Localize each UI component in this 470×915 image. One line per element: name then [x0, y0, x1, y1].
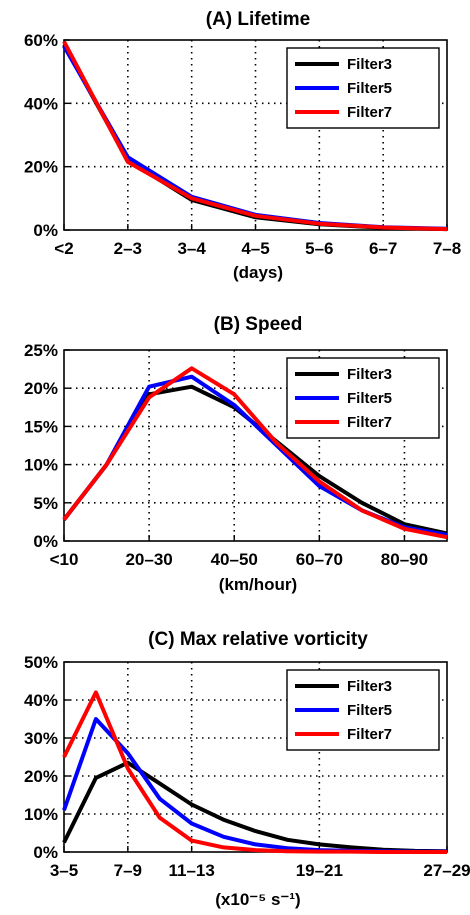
y-tick-label: 30%	[24, 729, 58, 748]
panel-max-relative-vorticity: (C) Max relative vorticity 0% 10% 20% 30% 40…	[24, 629, 470, 909]
x-tick-label: 5–6	[305, 239, 333, 258]
legend-label: Filter7	[347, 726, 392, 743]
x-tick-label: 20–30	[125, 550, 172, 569]
x-tick-label: <2	[54, 239, 73, 258]
panel-lifetime: (A) Lifetime 0% 20% 40% 60% <2 2–3 3–4 4–5 5–6 6–…	[24, 9, 461, 282]
legend-label: Filter3	[347, 366, 392, 383]
x-tick-label: 3–4	[177, 239, 206, 258]
y-tick-label: 10%	[24, 805, 58, 824]
legend-label: Filter3	[347, 678, 392, 695]
chart-title: (C) Max relative vorticity	[148, 629, 368, 650]
y-tick-label: 20%	[24, 158, 58, 177]
series-line-filter7	[62, 40, 448, 232]
x-tick-label: 11–13	[168, 861, 214, 880]
y-tick-label: 25%	[24, 341, 58, 360]
legend-label: Filter5	[347, 390, 392, 407]
legend-label: Filter5	[347, 702, 392, 719]
x-axis-label: (x10⁻⁵ s⁻¹)	[215, 890, 300, 909]
y-tick-label: 15%	[24, 417, 58, 436]
x-axis-label: (days)	[233, 263, 283, 282]
legend-label: Filter3	[347, 56, 392, 73]
x-tick-label: 4–5	[241, 239, 269, 258]
y-tick-label: 20%	[24, 379, 58, 398]
x-tick-label: 60–70	[296, 550, 343, 569]
x-tick-label: 7–8	[433, 239, 461, 258]
legend-label: Filter5	[347, 80, 392, 97]
y-tick-label: 50%	[24, 653, 58, 672]
y-tick-label: 20%	[24, 767, 58, 786]
chart-title: (B) Speed	[214, 314, 303, 335]
legend: Filter3 Filter5 Filter7	[286, 47, 440, 129]
x-tick-label: 3–5	[50, 861, 78, 880]
x-tick-label: 6–7	[369, 239, 397, 258]
x-tick-label: 7–9	[114, 861, 142, 880]
y-tick-label: 0%	[33, 843, 58, 862]
panel-speed: (B) Speed 0% 5% 10% 15% 20% 25% <10 20–30 40–50 6…	[24, 314, 448, 594]
x-tick-label: 2–3	[114, 239, 142, 258]
chart-title: (A) Lifetime	[206, 9, 311, 30]
legend: Filter3 Filter5 Filter7	[286, 357, 440, 439]
legend-label: Filter7	[347, 104, 392, 121]
legend-label: Filter7	[347, 414, 392, 431]
x-tick-label: 40–50	[211, 550, 258, 569]
x-axis-label: (km/hour)	[219, 575, 297, 594]
y-tick-label: 0%	[33, 532, 58, 551]
y-tick-label: 40%	[24, 691, 58, 710]
x-tick-label: <10	[50, 550, 79, 569]
y-tick-label: 5%	[33, 494, 58, 513]
x-tick-label: 27–29	[423, 861, 470, 880]
y-tick-label: 0%	[33, 221, 58, 240]
y-tick-label: 40%	[24, 94, 58, 113]
legend: Filter3 Filter5 Filter7	[286, 669, 440, 751]
x-tick-label: 19–21	[296, 861, 343, 880]
y-tick-label: 10%	[24, 456, 58, 475]
series-line-filter7	[62, 366, 448, 540]
y-tick-label: 60%	[24, 31, 58, 50]
series-line-filter7	[62, 690, 447, 854]
x-tick-label: 80–90	[381, 550, 428, 569]
